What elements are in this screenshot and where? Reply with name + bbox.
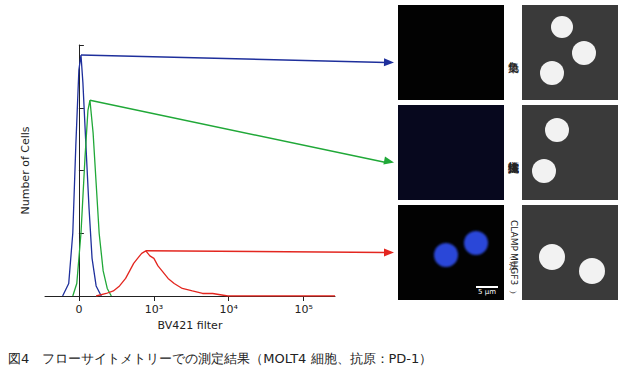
- svg-text:BV421 filter: BV421 filter: [158, 319, 223, 332]
- svg-text:Number of Cells: Number of Cells: [19, 126, 32, 214]
- html-text:蛍光標識抗体法: 蛍光標識抗体法: [507, 152, 520, 153]
- html-text:（MUGF3）: （MUGF3）: [508, 253, 519, 286]
- html-text:無染色: 無染色: [507, 52, 520, 53]
- html-text:CLAMP 法: CLAMP 法: [508, 219, 519, 254]
- svg-text:10³: 10³: [145, 303, 163, 316]
- html-text:5 μm: 5 μm: [478, 288, 496, 296]
- svg-text:10⁵: 10⁵: [294, 303, 312, 316]
- html-text:図4 フローサイトメトリーでの測定結果（MOLT4 細胞、抗: 図4 フローサイトメトリーでの測定結果（MOLT4 細胞、抗原：PD-1）: [8, 351, 433, 366]
- svg-text:10⁴: 10⁴: [219, 303, 238, 316]
- svg-text:0: 0: [75, 303, 82, 316]
